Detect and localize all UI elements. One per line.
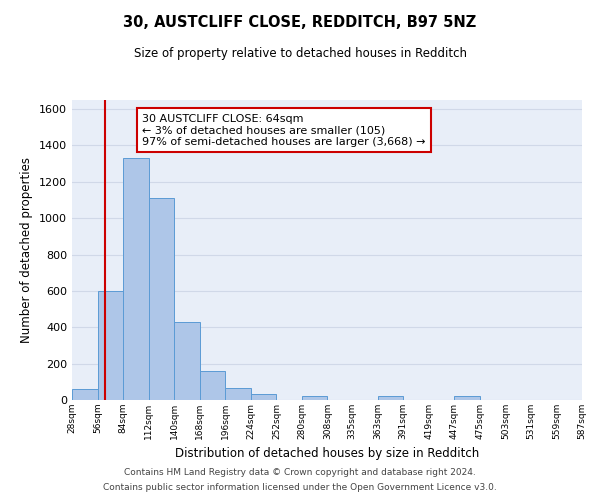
Bar [302, 396, 328, 400]
Text: Contains public sector information licensed under the Open Government Licence v3: Contains public sector information licen… [103, 483, 497, 492]
Bar [149, 198, 174, 400]
Y-axis label: Number of detached properties: Number of detached properties [20, 157, 34, 343]
Text: 30 AUSTCLIFF CLOSE: 64sqm
← 3% of detached houses are smaller (105)
97% of semi-: 30 AUSTCLIFF CLOSE: 64sqm ← 3% of detach… [142, 114, 426, 147]
Bar [98, 291, 123, 400]
Bar [454, 396, 480, 400]
Bar [174, 322, 200, 400]
Bar [225, 388, 251, 400]
Bar [377, 396, 403, 400]
Bar [251, 394, 277, 400]
Bar [200, 371, 225, 400]
X-axis label: Distribution of detached houses by size in Redditch: Distribution of detached houses by size … [175, 448, 479, 460]
Text: Contains HM Land Registry data © Crown copyright and database right 2024.: Contains HM Land Registry data © Crown c… [124, 468, 476, 477]
Bar [123, 158, 149, 400]
Text: Size of property relative to detached houses in Redditch: Size of property relative to detached ho… [133, 48, 467, 60]
Bar [72, 389, 98, 400]
Text: 30, AUSTCLIFF CLOSE, REDDITCH, B97 5NZ: 30, AUSTCLIFF CLOSE, REDDITCH, B97 5NZ [124, 15, 476, 30]
